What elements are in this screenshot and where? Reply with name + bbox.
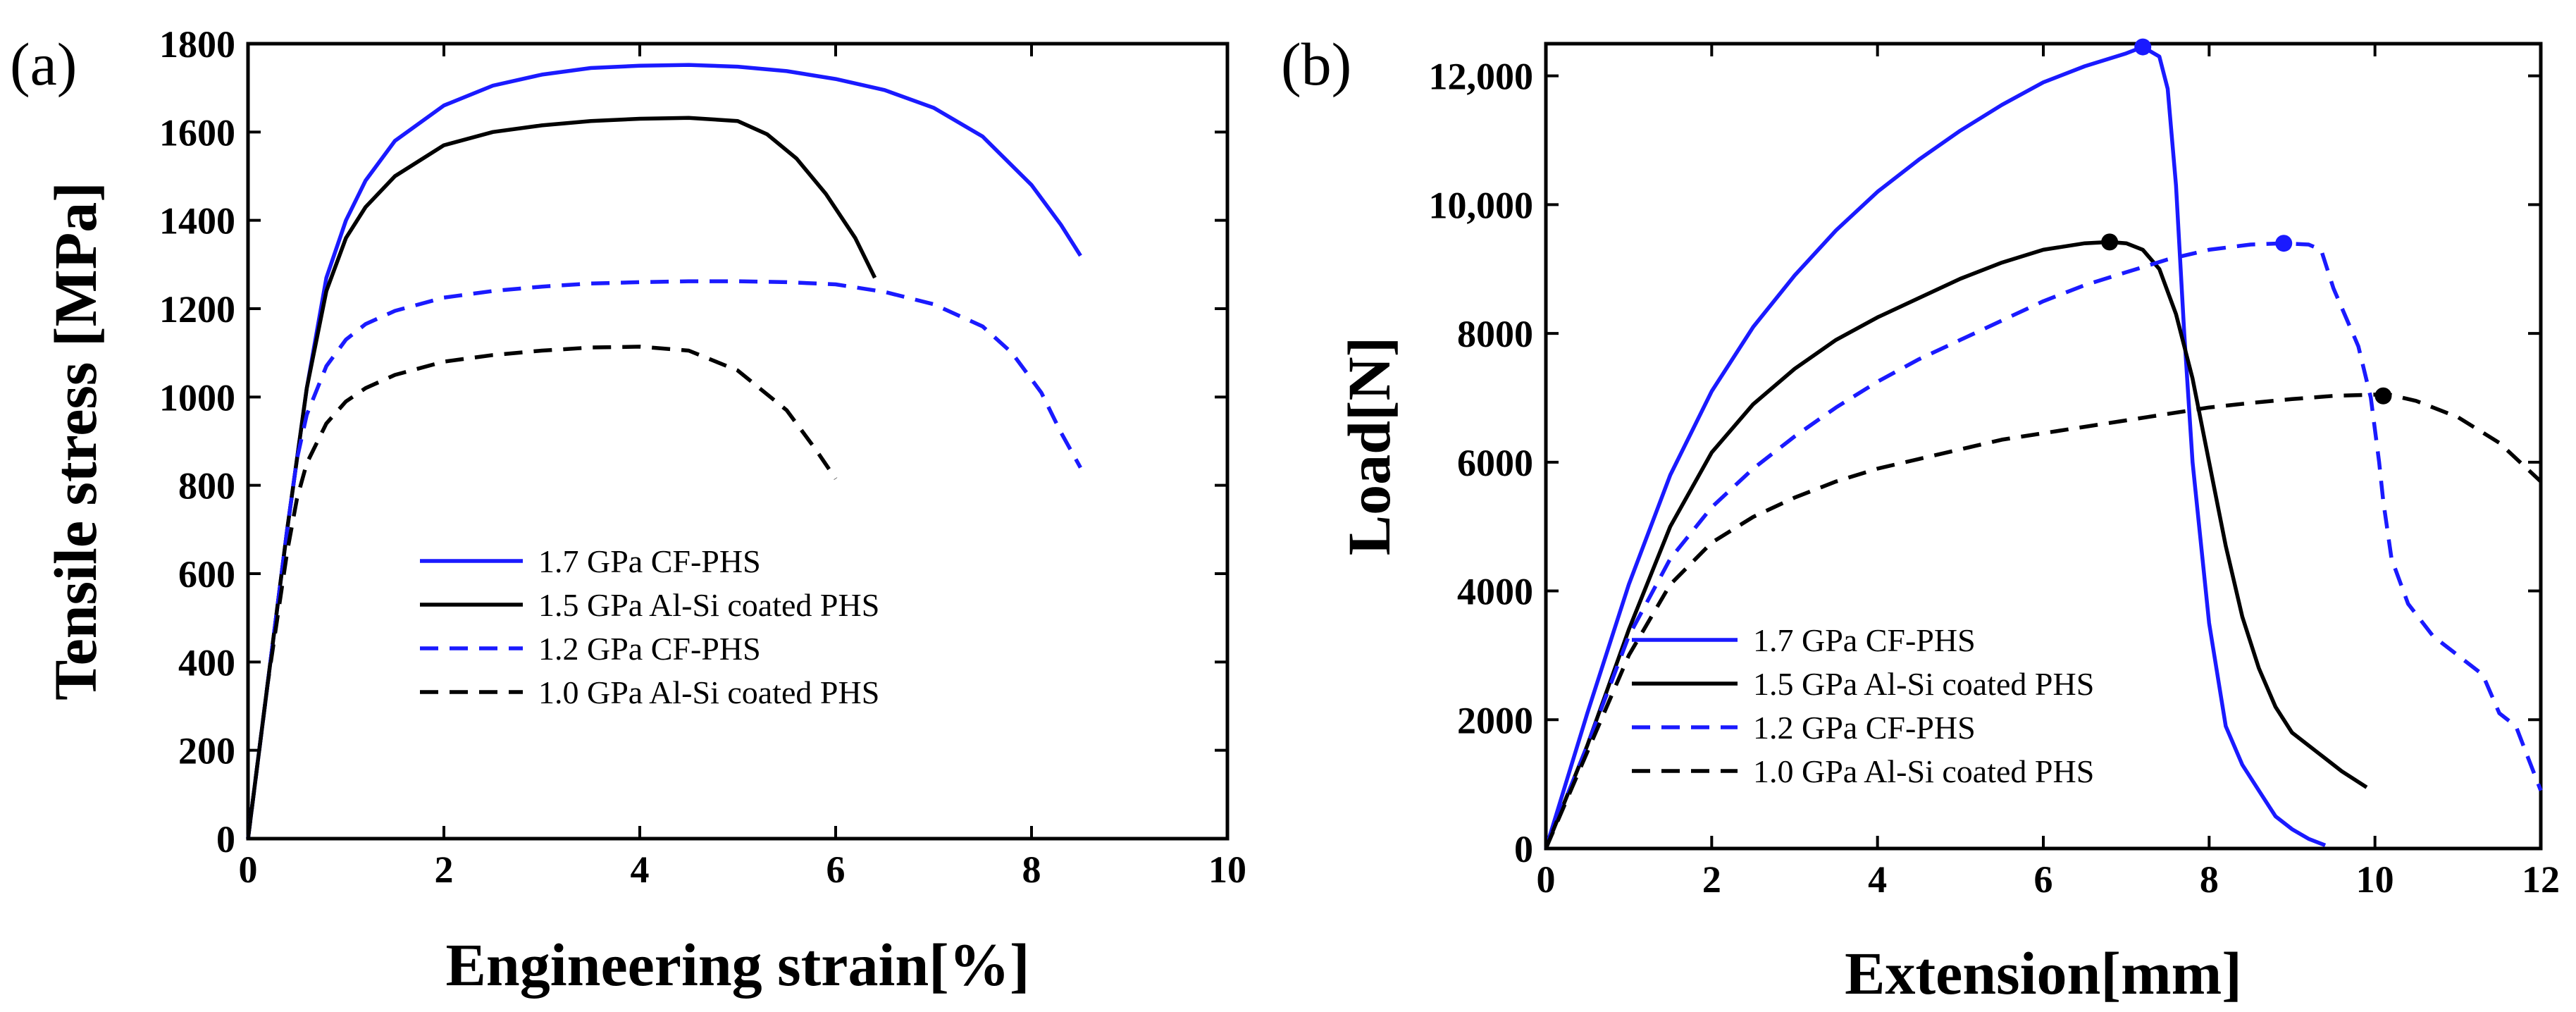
panel-label-a: (a) [10,30,77,98]
y-tick-label-a: 800 [178,465,235,507]
plot-frame-a [246,42,1230,841]
marker-layer-b [2101,38,2392,405]
legend-label-b-3: 1.2 GPa CF-PHS [1753,710,1976,746]
x-tick-label-b: 0 [1537,858,1556,901]
y-tick-label-b: 8000 [1457,313,1533,355]
x-tick-label-b: 12 [2522,858,2560,901]
x-tick-label-a: 0 [239,849,258,891]
y-tick-label-a: 600 [178,553,235,596]
chart-panel-a: (a) 0 2 4 6 8 10 0 200 400 600 800 1000 1200 1400 1600… [10,23,1246,999]
ticks-a: 0 2 4 6 8 10 0 200 400 600 800 1000 1200 1400 1600 1800 [159,23,1246,891]
x-tick-label-a: 6 [826,849,846,891]
x-tick-label-b: 10 [2356,858,2394,901]
x-tick-label-a: 8 [1022,849,1041,891]
y-tick-label-a: 1000 [159,376,235,419]
x-tick-label-a: 10 [1208,849,1246,891]
series-line-a-2 [246,116,877,839]
chart-panel-b: (b) 0 2 4 6 8 10 12 0 2000 4000 6000 8000 10,000 12,0… [1281,30,2560,1007]
y-tick-label-a: 400 [178,641,235,684]
y-tick-label-a: 1200 [159,288,235,331]
y-tick-label-b: 0 [1514,828,1533,870]
x-axis-title-b: Extension[mm] [1845,939,2242,1007]
y-tick-label-a: 1400 [159,200,235,242]
ticks-b: 0 2 4 6 8 10 12 0 2000 4000 6000 8000 10,000 12,000 [1429,44,2560,901]
x-tick-label-a: 2 [435,849,454,891]
y-tick-label-a: 200 [178,730,235,772]
legend-label-b-2: 1.5 GPa Al-Si coated PHS [1753,666,2094,702]
legend-label-a-2: 1.5 GPa Al-Si coated PHS [538,587,879,623]
y-tick-label-a: 0 [216,818,235,860]
legend-label-b-4: 1.0 GPa Al-Si coated PHS [1753,753,2094,789]
series-line-b-3 [1544,241,2543,850]
peak-marker-b-2 [2101,233,2119,251]
legend-label-a-1: 1.7 GPa CF-PHS [538,543,761,579]
peak-marker-b-1 [2134,38,2152,56]
y-axis-title-b: Load[N] [1335,337,1403,556]
legend-label-a-3: 1.2 GPa CF-PHS [538,631,761,667]
x-tick-label-b: 8 [2200,858,2219,901]
y-tick-label-b: 12,000 [1429,56,1534,98]
peak-marker-b-4 [2374,387,2392,405]
legend-b: 1.7 GPa CF-PHS 1.5 GPa Al-Si coated PHS 1.… [1632,622,2094,789]
x-axis-title-a: Engineering strain[%] [446,931,1030,999]
y-tick-label-a: 1800 [159,23,235,66]
peak-marker-b-3 [2275,235,2293,252]
series-line-a-1 [246,63,1082,839]
series-line-a-4 [246,345,838,839]
y-tick-label-b: 10,000 [1429,184,1534,226]
y-tick-label-b: 2000 [1457,699,1533,741]
x-tick-label-a: 4 [631,849,650,891]
y-tick-label-a: 1600 [159,111,235,154]
legend-label-b-1: 1.7 GPa CF-PHS [1753,622,1976,658]
x-tick-label-b: 4 [1868,858,1887,901]
series-line-b-1 [1544,44,2327,849]
y-tick-label-b: 4000 [1457,571,1533,613]
y-tick-label-b: 6000 [1457,442,1533,484]
y-axis-title-a: Tensile stress [MPa] [42,182,109,701]
x-tick-label-b: 6 [2034,858,2053,901]
legend-a: 1.7 GPa CF-PHS 1.5 GPa Al-Si coated PHS 1.… [420,543,879,710]
panel-label-b: (b) [1281,30,1351,98]
series-line-a-3 [246,279,1082,839]
legend-label-a-4: 1.0 GPa Al-Si coated PHS [538,674,879,710]
series-layer-a [246,63,1082,839]
x-tick-label-b: 2 [1702,858,1721,901]
